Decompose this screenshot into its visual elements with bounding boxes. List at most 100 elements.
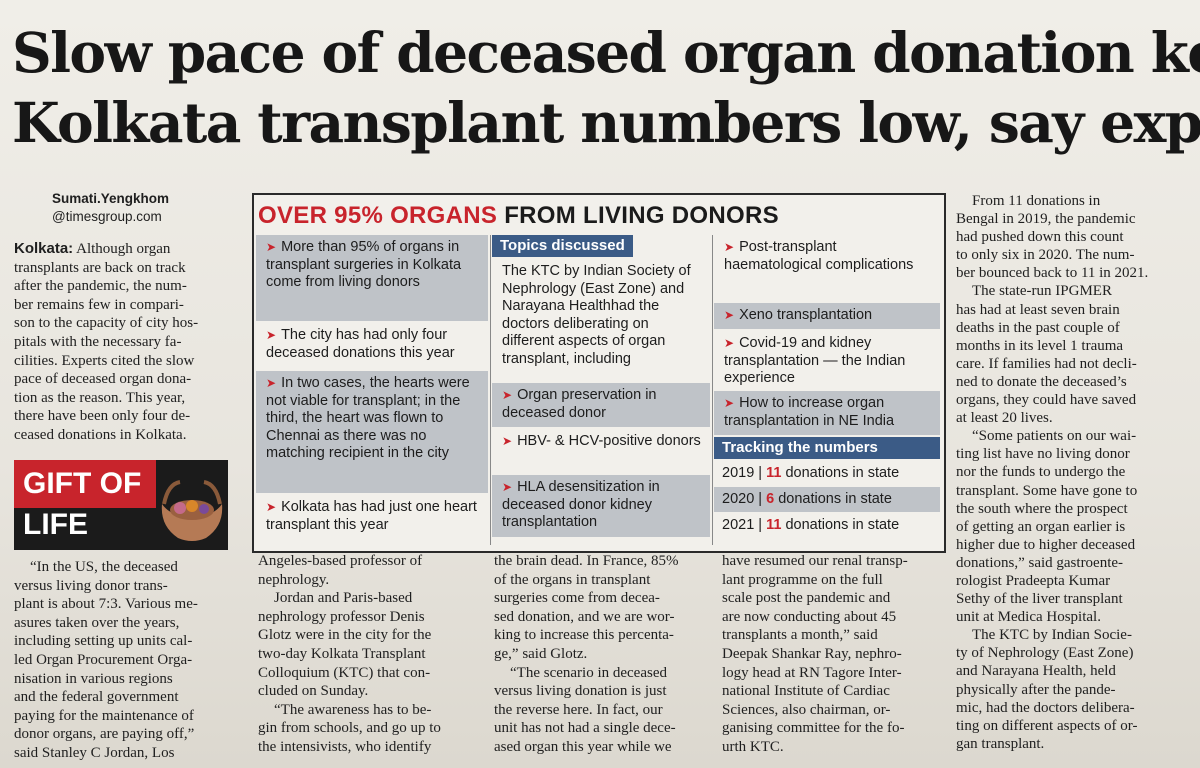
topic-item: ➤ HBV- & HCV-positive donors — [502, 433, 701, 449]
gift-of-life-panel: GIFT OF LIFE — [14, 460, 228, 550]
col5-line: has had at least seven brain — [956, 301, 1120, 318]
tracking-tag: Tracking the numbers — [714, 437, 940, 459]
gift-title-line-2: LIFE — [23, 508, 88, 541]
tracking-row: 2021 | 11 donations in state — [722, 517, 900, 533]
col5-line: nor the funds to undergo the — [956, 464, 1126, 481]
col1-line: son to the capacity of city hos- — [14, 315, 199, 332]
col5-line: rologist Pradeepta Kumar — [956, 572, 1111, 589]
col5-line: The KTC by Indian Socie- — [972, 627, 1132, 644]
col4-line: ganising committee for the fo- — [722, 720, 905, 737]
col1-line: transplants are back on track — [14, 259, 186, 276]
col3-line: the brain dead. In France, 85% — [494, 553, 679, 569]
col2-line: cluded on Sunday. — [258, 683, 369, 700]
col3-line: the reverse here. In fact, our — [494, 701, 663, 718]
col5-line: ting on different aspects of or- — [956, 717, 1138, 734]
col1b-line: paying for the maintenance of — [14, 707, 194, 724]
topics-column-2: ➤ Post-transplant haematological complica… — [714, 235, 940, 549]
col1-line: there have been only four de- — [14, 408, 191, 425]
col5-line: deaths in the past couple of — [956, 319, 1120, 336]
arrow-icon: ➤ — [266, 500, 277, 514]
tracking-row: 2019 | 11 donations in state — [722, 465, 900, 481]
topic-item: ➤ Post-transplant haematological complica… — [724, 239, 914, 273]
article-col-4: have resumed our renal transp- lant prog… — [722, 552, 938, 757]
col2-line: nephrology professor Denis — [258, 608, 425, 625]
byline: Sumati.Yengkhom @timesgroup.com — [52, 190, 169, 226]
col2-line: the intensivists, who identify — [258, 738, 432, 755]
col1b-line: and the federal government — [14, 689, 179, 706]
info-box: OVER 95% ORGANS FROM LIVING DONORS ➤ More… — [252, 193, 946, 553]
col1-line: tion as the reason. This year, — [14, 389, 186, 406]
col2-line: Angeles-based professor of — [258, 553, 423, 569]
col5-line: months in its level 1 trauma — [956, 337, 1124, 354]
col5-line: ty of Nephrology (East Zone) — [956, 645, 1134, 662]
col5-line: transplant. Some have gone to — [956, 482, 1138, 499]
topic-item: ➤ Covid-19 and kidney transplantation — t… — [724, 335, 906, 386]
col1-line: after the pandemic, the num- — [14, 278, 187, 295]
col1-line: ber remains few in compari- — [14, 296, 184, 313]
arrow-icon: ➤ — [502, 388, 513, 402]
col5-line: higher due to higher deceased — [956, 536, 1136, 553]
col1b-line: “In the US, the deceased — [30, 559, 178, 575]
topic-item: ➤ Xeno transplantation — [714, 303, 940, 329]
col4-line: transplants a month,” said — [722, 627, 878, 644]
col4-line: scale post the pandemic and — [722, 590, 891, 607]
arrow-icon: ➤ — [266, 328, 277, 342]
arrow-icon: ➤ — [502, 434, 513, 448]
col1b-line: said Stanley C Jordan, Los — [14, 744, 175, 761]
col5-line: physically after the pande- — [956, 681, 1116, 698]
col3-line: “The scenario in deceased — [510, 664, 667, 681]
col5-line: Bengal in 2019, the pandemic — [956, 211, 1136, 228]
col1-line: cilities. Experts cited the slow — [14, 352, 195, 369]
topic-item: ➤ Organ preservation in deceased donor — [492, 383, 710, 427]
col2-line: gin from schools, and go up to — [258, 720, 441, 737]
col5-line: mic, had the doctors delibera- — [956, 699, 1135, 716]
col1b-line: nisation in various regions — [14, 670, 173, 687]
col2-line: two-day Kolkata Transplant — [258, 645, 426, 662]
col4-line: national Institute of Cardiac — [722, 683, 890, 700]
col5-line: From 11 donations in — [972, 193, 1101, 209]
arrow-icon: ➤ — [724, 336, 735, 350]
topics-tag: Topics discussed — [492, 235, 633, 257]
info-box-title-red: OVER 95% ORGANS — [258, 202, 498, 229]
col2-line: Glotz were in the city for the — [258, 627, 432, 644]
column-divider — [490, 235, 491, 545]
col1b-line: led Organ Procurement Orga- — [14, 651, 193, 668]
col2-line: “The awareness has to be- — [274, 701, 432, 718]
col5-line: at least 20 lives. — [956, 410, 1053, 427]
col1-line: pitals with the necessary fa- — [14, 333, 182, 350]
col3-line: ased organ this year while we — [494, 738, 672, 755]
col1-line: pace of deceased organ dona- — [14, 371, 192, 388]
arrow-icon: ➤ — [724, 308, 735, 322]
col5-line: organs, they could have saved — [956, 392, 1137, 409]
col5-line: donations,” said gastroente- — [956, 554, 1124, 571]
tracking-row: 2020 | 6 donations in state — [714, 487, 940, 512]
facts-column: ➤ More than 95% of organs in transplant s… — [256, 235, 488, 549]
topic-item: ➤ HLA desensitization in deceased donor k… — [492, 475, 710, 537]
col5-line: “Some patients on our wai- — [972, 428, 1137, 445]
info-box-title-dark: FROM LIVING DONORS — [504, 202, 779, 229]
fact-item: ➤ The city has had only four deceased don… — [266, 327, 455, 361]
col4-line: Deepak Shankar Ray, nephro- — [722, 645, 902, 662]
dateline: Kolkata: — [14, 240, 74, 257]
col5-line: care. If families had not decli- — [956, 355, 1137, 372]
fact-item: ➤ Kolkata has had just one heart transpla… — [266, 499, 477, 533]
col2-line: Jordan and Paris-based — [274, 590, 413, 607]
hands-holding-organs-icon — [161, 480, 223, 541]
fact-item: ➤ In two cases, the hearts were not viabl… — [256, 371, 488, 493]
article-col-1: Kolkata: Although organ transplants are … — [14, 240, 230, 445]
article-col-5: From 11 donations in Bengal in 2019, the… — [956, 192, 1170, 753]
col5-line: and Narayana Health, held — [956, 663, 1116, 680]
col1b-line: donor organs, are paying off,” — [14, 726, 195, 743]
col5-line: ned to donate the deceased’s — [956, 373, 1127, 390]
headline-line-1: Slow pace of deceased organ donation kee… — [12, 20, 1200, 85]
col3-line: unit has not had a single dece- — [494, 720, 676, 737]
col1b-line: plant is about 7:3. Various me- — [14, 596, 198, 613]
col3-line: versus living donation is just — [494, 683, 667, 700]
col4-line: lant programme on the full — [722, 571, 883, 588]
article-col-1b: “In the US, the deceased versus living d… — [14, 558, 230, 763]
byline-outlet: @timesgroup.com — [52, 209, 162, 224]
col4-line: are now conducting about 45 — [722, 608, 897, 625]
column-divider — [712, 235, 713, 545]
col1b-line: including setting up units cal- — [14, 633, 193, 650]
